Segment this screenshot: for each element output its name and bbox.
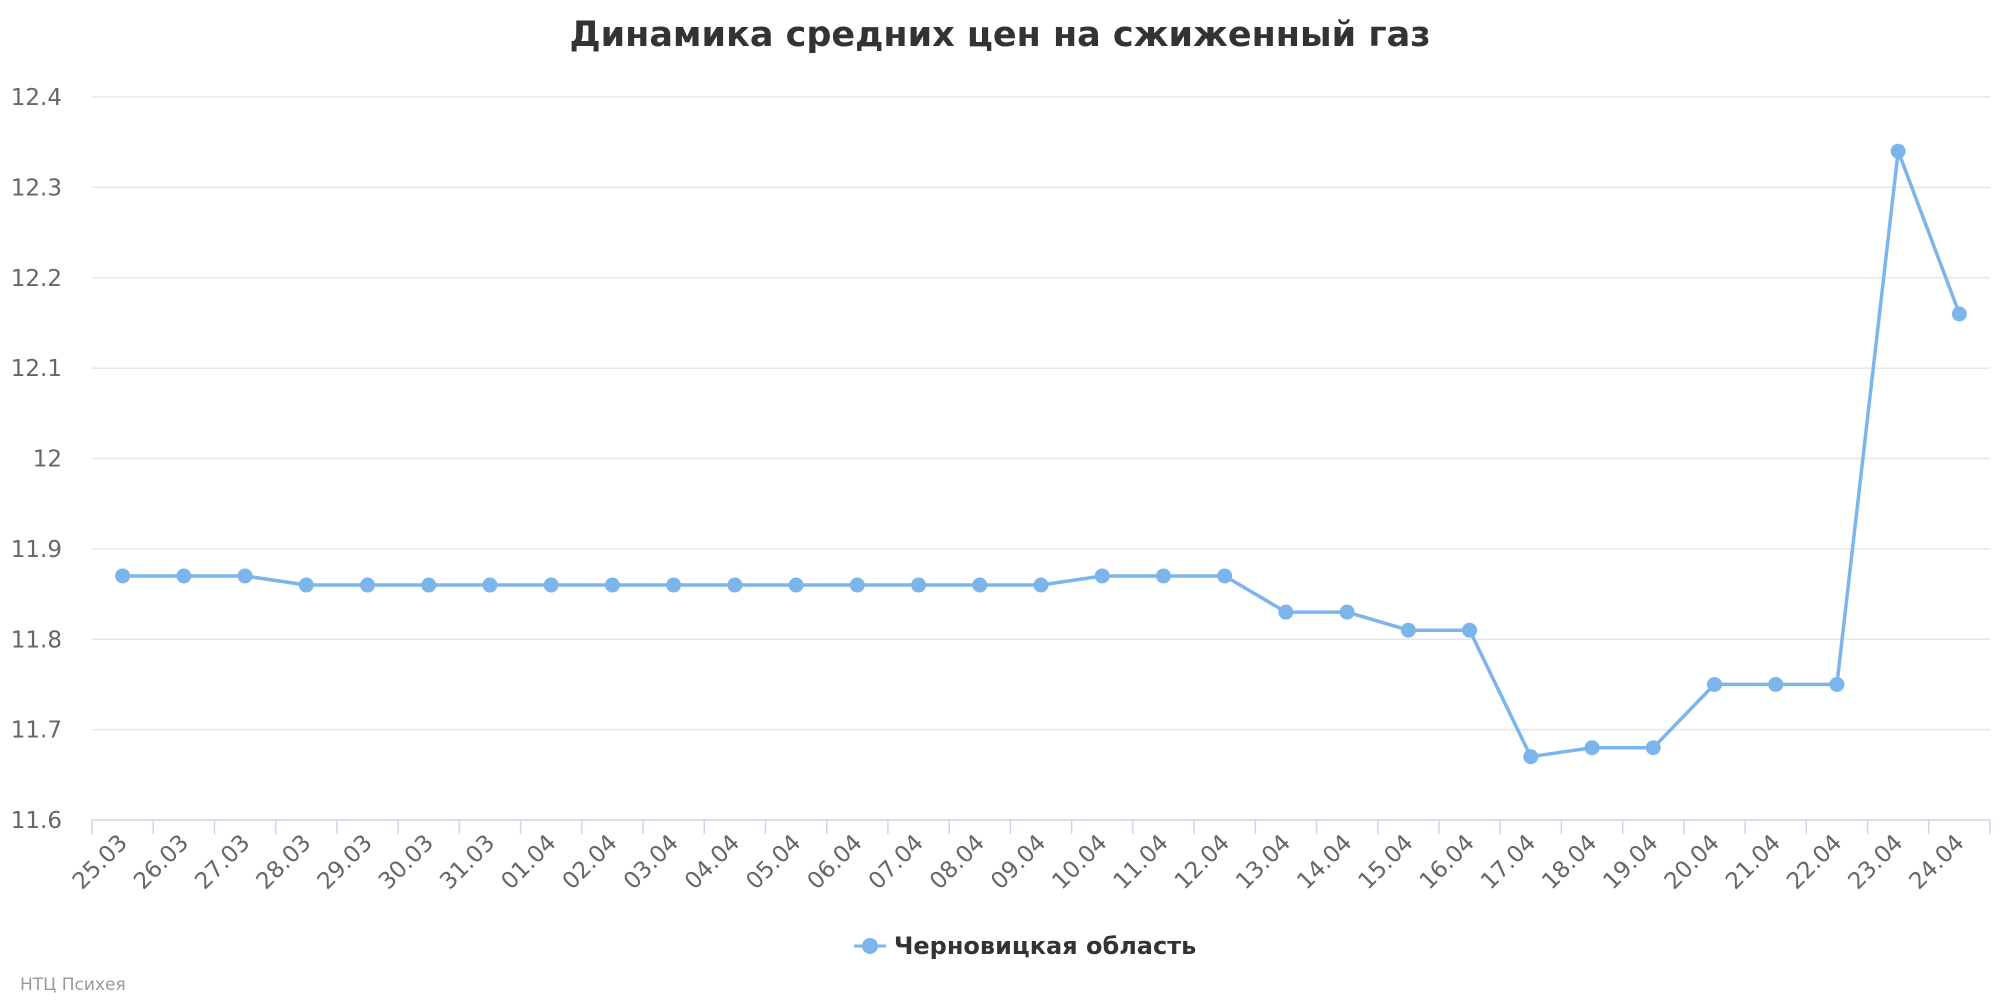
data-point[interactable] — [1278, 604, 1294, 620]
data-point[interactable] — [360, 577, 376, 593]
data-point[interactable] — [237, 568, 253, 584]
legend[interactable]: Черновицкая область — [854, 932, 1196, 960]
x-tick-label: 02.04 — [558, 830, 623, 895]
x-tick-label: 23.04 — [1843, 830, 1908, 895]
x-tick-label: 10.04 — [1048, 830, 1113, 895]
data-point[interactable] — [298, 577, 314, 593]
data-point[interactable] — [666, 577, 682, 593]
data-point[interactable] — [1523, 749, 1539, 765]
x-tick-label: 04.04 — [680, 830, 745, 895]
x-tick-label: 11.04 — [1109, 830, 1174, 895]
x-tick-label: 05.04 — [741, 830, 806, 895]
x-tick-label: 01.04 — [496, 830, 561, 895]
data-point[interactable] — [543, 577, 559, 593]
x-tick-label: 26.03 — [129, 830, 194, 895]
x-tick-label: 28.03 — [252, 830, 317, 895]
series-layer — [115, 143, 1967, 765]
y-tick-label: 11.7 — [11, 718, 62, 744]
x-tick-label: 21.04 — [1721, 830, 1786, 895]
x-tick-label: 13.04 — [1231, 830, 1296, 895]
data-point[interactable] — [421, 577, 437, 593]
data-point[interactable] — [1094, 568, 1110, 584]
x-tick-label: 14.04 — [1292, 830, 1357, 895]
data-point[interactable] — [115, 568, 131, 584]
chart-title: Динамика средних цен на сжиженный газ — [569, 15, 1430, 55]
data-point[interactable] — [1339, 604, 1355, 620]
x-tick-label: 03.04 — [619, 830, 684, 895]
x-tick-label: 24.04 — [1905, 830, 1970, 895]
legend-label: Черновицкая область — [894, 932, 1196, 960]
data-point[interactable] — [1829, 676, 1845, 692]
data-point[interactable] — [1890, 143, 1906, 159]
data-point[interactable] — [1584, 740, 1600, 756]
data-point[interactable] — [482, 577, 498, 593]
x-tick-label: 15.04 — [1354, 830, 1419, 895]
x-tick-label: 22.04 — [1782, 830, 1847, 895]
x-tick-label: 17.04 — [1476, 830, 1541, 895]
y-tick-label: 11.9 — [11, 537, 62, 563]
x-tick-label: 18.04 — [1537, 830, 1602, 895]
data-point[interactable] — [849, 577, 865, 593]
y-tick-label: 11.6 — [11, 808, 62, 834]
data-point[interactable] — [1400, 622, 1416, 638]
data-point[interactable] — [1768, 676, 1784, 692]
x-tick-label: 06.04 — [803, 830, 868, 895]
data-point[interactable] — [1951, 306, 1967, 322]
x-tick-label: 12.04 — [1170, 830, 1235, 895]
y-axis-labels: 11.6 11.7 11.8 11.9 12 12.1 12.2 12.3 12.4 — [11, 85, 62, 834]
grid-lines — [92, 96, 1990, 731]
data-point[interactable] — [1706, 676, 1722, 692]
x-tick-label: 16.04 — [1415, 830, 1480, 895]
x-tick-label: 08.04 — [925, 830, 990, 895]
legend-marker-icon — [862, 938, 878, 954]
y-tick-label: 12.3 — [11, 175, 62, 201]
data-point[interactable] — [176, 568, 192, 584]
data-point[interactable] — [1645, 740, 1661, 756]
x-tick-label: 20.04 — [1660, 830, 1725, 895]
x-tick-label: 31.03 — [435, 830, 500, 895]
x-tick-label: 27.03 — [190, 830, 255, 895]
data-point[interactable] — [604, 577, 620, 593]
data-point[interactable] — [972, 577, 988, 593]
y-tick-label: 12 — [33, 447, 62, 473]
data-point[interactable] — [911, 577, 927, 593]
x-tick-label: 19.04 — [1599, 830, 1664, 895]
credit-text: НТЦ Психея — [20, 975, 126, 995]
x-tick-label: 09.04 — [986, 830, 1051, 895]
series-line — [122, 149, 1962, 759]
x-tick-label: 07.04 — [864, 830, 929, 895]
data-point[interactable] — [1033, 577, 1049, 593]
x-tick-label: 30.03 — [374, 830, 439, 895]
x-tick-label: 29.03 — [313, 830, 378, 895]
x-axis-labels: 25.0326.0327.0328.0329.0330.0331.0301.04… — [68, 820, 1991, 895]
y-tick-label: 12.2 — [11, 266, 62, 292]
y-tick-label: 12.4 — [11, 85, 62, 111]
data-point[interactable] — [1155, 568, 1171, 584]
data-point[interactable] — [1462, 622, 1478, 638]
data-point[interactable] — [727, 577, 743, 593]
y-tick-label: 12.1 — [11, 356, 62, 382]
y-tick-label: 11.8 — [11, 627, 62, 653]
data-point[interactable] — [1217, 568, 1233, 584]
data-point[interactable] — [788, 577, 804, 593]
x-tick-label: 25.03 — [68, 830, 133, 895]
